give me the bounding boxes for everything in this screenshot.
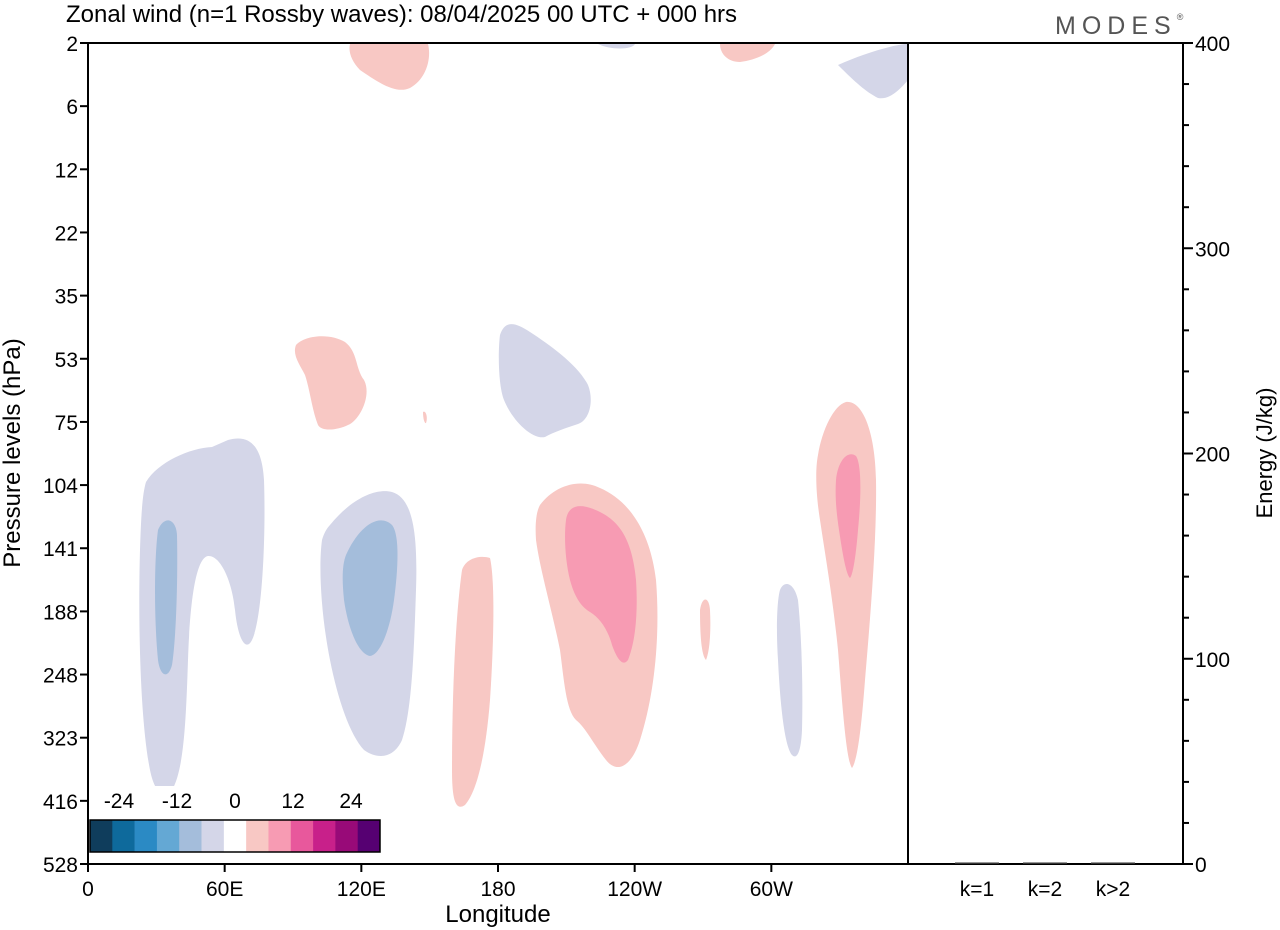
energy-category-label: k=2 (1028, 878, 1062, 901)
colorbar-swatch (179, 820, 202, 852)
colorbar-swatch (112, 820, 135, 852)
contour-pos10-130w (565, 506, 637, 663)
y-tick-label: 416 (43, 791, 78, 814)
colorbar-swatch (201, 820, 225, 852)
energy-category-label: k>2 (1096, 878, 1130, 901)
energy-bar (1023, 862, 1067, 864)
y-tick-label: 6 (66, 96, 78, 119)
contour-pos-top-120e (349, 44, 430, 90)
y-tick-label: 528 (43, 854, 78, 877)
colorbar-swatch (134, 820, 158, 852)
x-axis-label: Longitude (445, 901, 550, 928)
energy-bar (955, 862, 999, 864)
x-tick-label: 60E (206, 878, 243, 901)
colorbar-tick-label: 12 (281, 790, 304, 813)
modes-logo: MODES® (1055, 12, 1184, 40)
contour-neg-top-east (838, 44, 908, 99)
y-tick-label: 35 (55, 286, 78, 309)
colorbar-swatch (313, 820, 336, 852)
contour-neg10-120e (342, 520, 398, 656)
y-tick-label: 2 (66, 33, 78, 56)
y-tick-label: 248 (43, 665, 78, 688)
y-tick-label: 53 (55, 349, 78, 372)
energy-axis-label: Energy (J/kg) (1252, 388, 1277, 519)
contour-pos10-30w (835, 454, 861, 578)
x-tick-label: 60W (750, 878, 793, 901)
energy-bars: k=1 k=2 k>2 (955, 862, 1135, 901)
colorbar-swatch (335, 820, 358, 852)
colorbar-tick-label: -12 (162, 790, 192, 813)
colorbar: -24 -12 0 12 24 (88, 786, 382, 856)
colorbar-tick-label: -24 (104, 790, 135, 813)
energy-bar (1091, 862, 1135, 864)
contour-neg-60w (776, 584, 803, 757)
y-tick-label: 75 (55, 412, 78, 435)
colorbar-tick-label: 24 (339, 790, 363, 813)
colorbar-swatch (357, 820, 381, 852)
contour-neg10-60e (155, 520, 178, 675)
contour-pos-90w (700, 599, 711, 660)
x-tick-label: 120W (607, 878, 662, 901)
y-axis-label: Pressure levels (hPa) (0, 338, 26, 567)
x-axis: 0 60E 120E 180 120W 60W (82, 864, 793, 901)
y-axis-energy: 0 100 200 300 400 (1183, 33, 1230, 877)
contour-pos-53hpa (294, 336, 367, 430)
colorbar-border (89, 819, 381, 853)
energy-tick-label: 400 (1195, 33, 1230, 56)
colorbar-swatch (290, 820, 314, 852)
colorbar-swatch (246, 820, 269, 852)
y-axis-pressure: 2 6 12 22 35 53 75 104 141 188 248 323 416 528 (43, 33, 88, 877)
energy-category-label: k=1 (960, 878, 994, 901)
y-tick-label: 141 (43, 538, 78, 561)
colorbar-swatch (90, 820, 113, 852)
contour-pos-30w (816, 401, 877, 768)
y-tick-label: 22 (55, 222, 78, 245)
x-tick-label: 120E (337, 878, 386, 901)
y-tick-label: 12 (55, 159, 78, 182)
contour-neg-top-mid (598, 44, 635, 49)
chart-title: Zonal wind (n=1 Rossby waves): 08/04/202… (66, 1, 737, 28)
energy-tick-label: 200 (1195, 444, 1230, 467)
contour-neg-53hpa (498, 324, 591, 438)
contour-pos-top-60w (720, 44, 775, 62)
y-tick-label: 188 (43, 601, 78, 624)
energy-tick-label: 100 (1195, 649, 1230, 672)
contour-pos-180 (452, 556, 494, 807)
modes-logo-text: MODES (1055, 12, 1177, 40)
x-tick-label: 180 (480, 878, 515, 901)
contour-layer (139, 44, 908, 807)
y-tick-label: 104 (43, 475, 78, 498)
x-tick-label: 0 (82, 878, 94, 901)
colorbar-swatch (268, 820, 292, 852)
colorbar-swatch (223, 820, 247, 852)
y-tick-label: 323 (43, 728, 78, 751)
colorbar-tick-label: 0 (229, 790, 241, 813)
contour-pos-dot (423, 411, 427, 424)
colorbar-swatch (156, 820, 180, 852)
energy-tick-label: 300 (1195, 238, 1230, 261)
modes-logo-mark: ® (1177, 12, 1184, 22)
energy-tick-label: 0 (1195, 854, 1207, 877)
